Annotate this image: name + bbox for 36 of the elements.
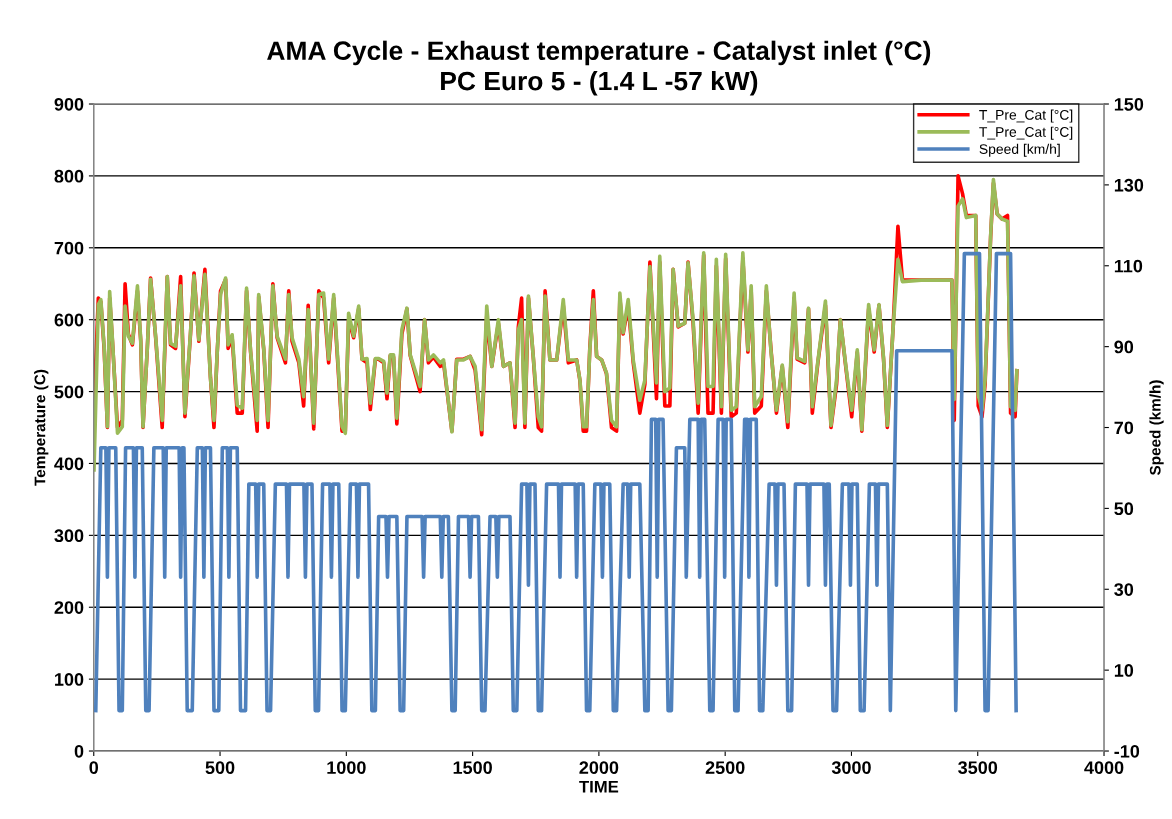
y-tick-label: 400 [54, 457, 84, 471]
x-tick-label: 4000 [1084, 761, 1124, 775]
y2-tick-label: -10 [1114, 744, 1140, 758]
x-tick-label: 0 [89, 761, 99, 775]
y2-tick-label: 10 [1114, 664, 1134, 677]
chart-title: AMA Cycle - Exhaust temperature - Catalyst inlet (°C) PC Euro 5 - (1.4 L -57 kW) [267, 40, 931, 96]
y2-tick-label: 90 [1114, 340, 1134, 354]
y-tick-label: 900 [54, 97, 84, 111]
y2-tick-label: 150 [1114, 97, 1144, 111]
y-tick-label: 500 [54, 385, 84, 399]
y-tick-label: 800 [54, 169, 84, 183]
y2-tick-label: 50 [1114, 502, 1134, 516]
y-tick-label: 600 [54, 313, 84, 327]
legend-label: Speed [km/h] [979, 143, 1060, 157]
y-tick-label: 100 [55, 673, 84, 686]
x-tick-label: 2500 [705, 761, 745, 775]
y2-tick-label: 30 [1114, 583, 1134, 597]
line-series [93, 251, 1018, 713]
x-tick-label: 1500 [453, 761, 492, 775]
x-axis-title: TIME [579, 780, 619, 793]
y2-tick-label: 70 [1114, 421, 1134, 435]
y2-tick-label: 110 [1114, 259, 1143, 273]
legend-label: T_Pre_Cat [°C] [979, 126, 1073, 140]
y-tick-label: 700 [54, 241, 84, 255]
y-tick-label: 200 [54, 601, 84, 614]
y-axis-title: Temperature (C) [34, 369, 49, 486]
x-tick-label: 3500 [958, 761, 998, 775]
legend-label: T_Pre_Cat [°C] [979, 109, 1073, 123]
y2-axis-title: Speed (km/h) [1149, 380, 1164, 476]
y-tick-label: 0 [74, 744, 84, 758]
x-tick-label: 3000 [831, 761, 871, 775]
y2-tick-label: 130 [1114, 178, 1144, 192]
x-tick-label: 2000 [579, 761, 619, 775]
y-tick-label: 300 [54, 529, 84, 543]
x-tick-label: 500 [205, 761, 235, 775]
x-tick-label: 1000 [327, 761, 366, 775]
